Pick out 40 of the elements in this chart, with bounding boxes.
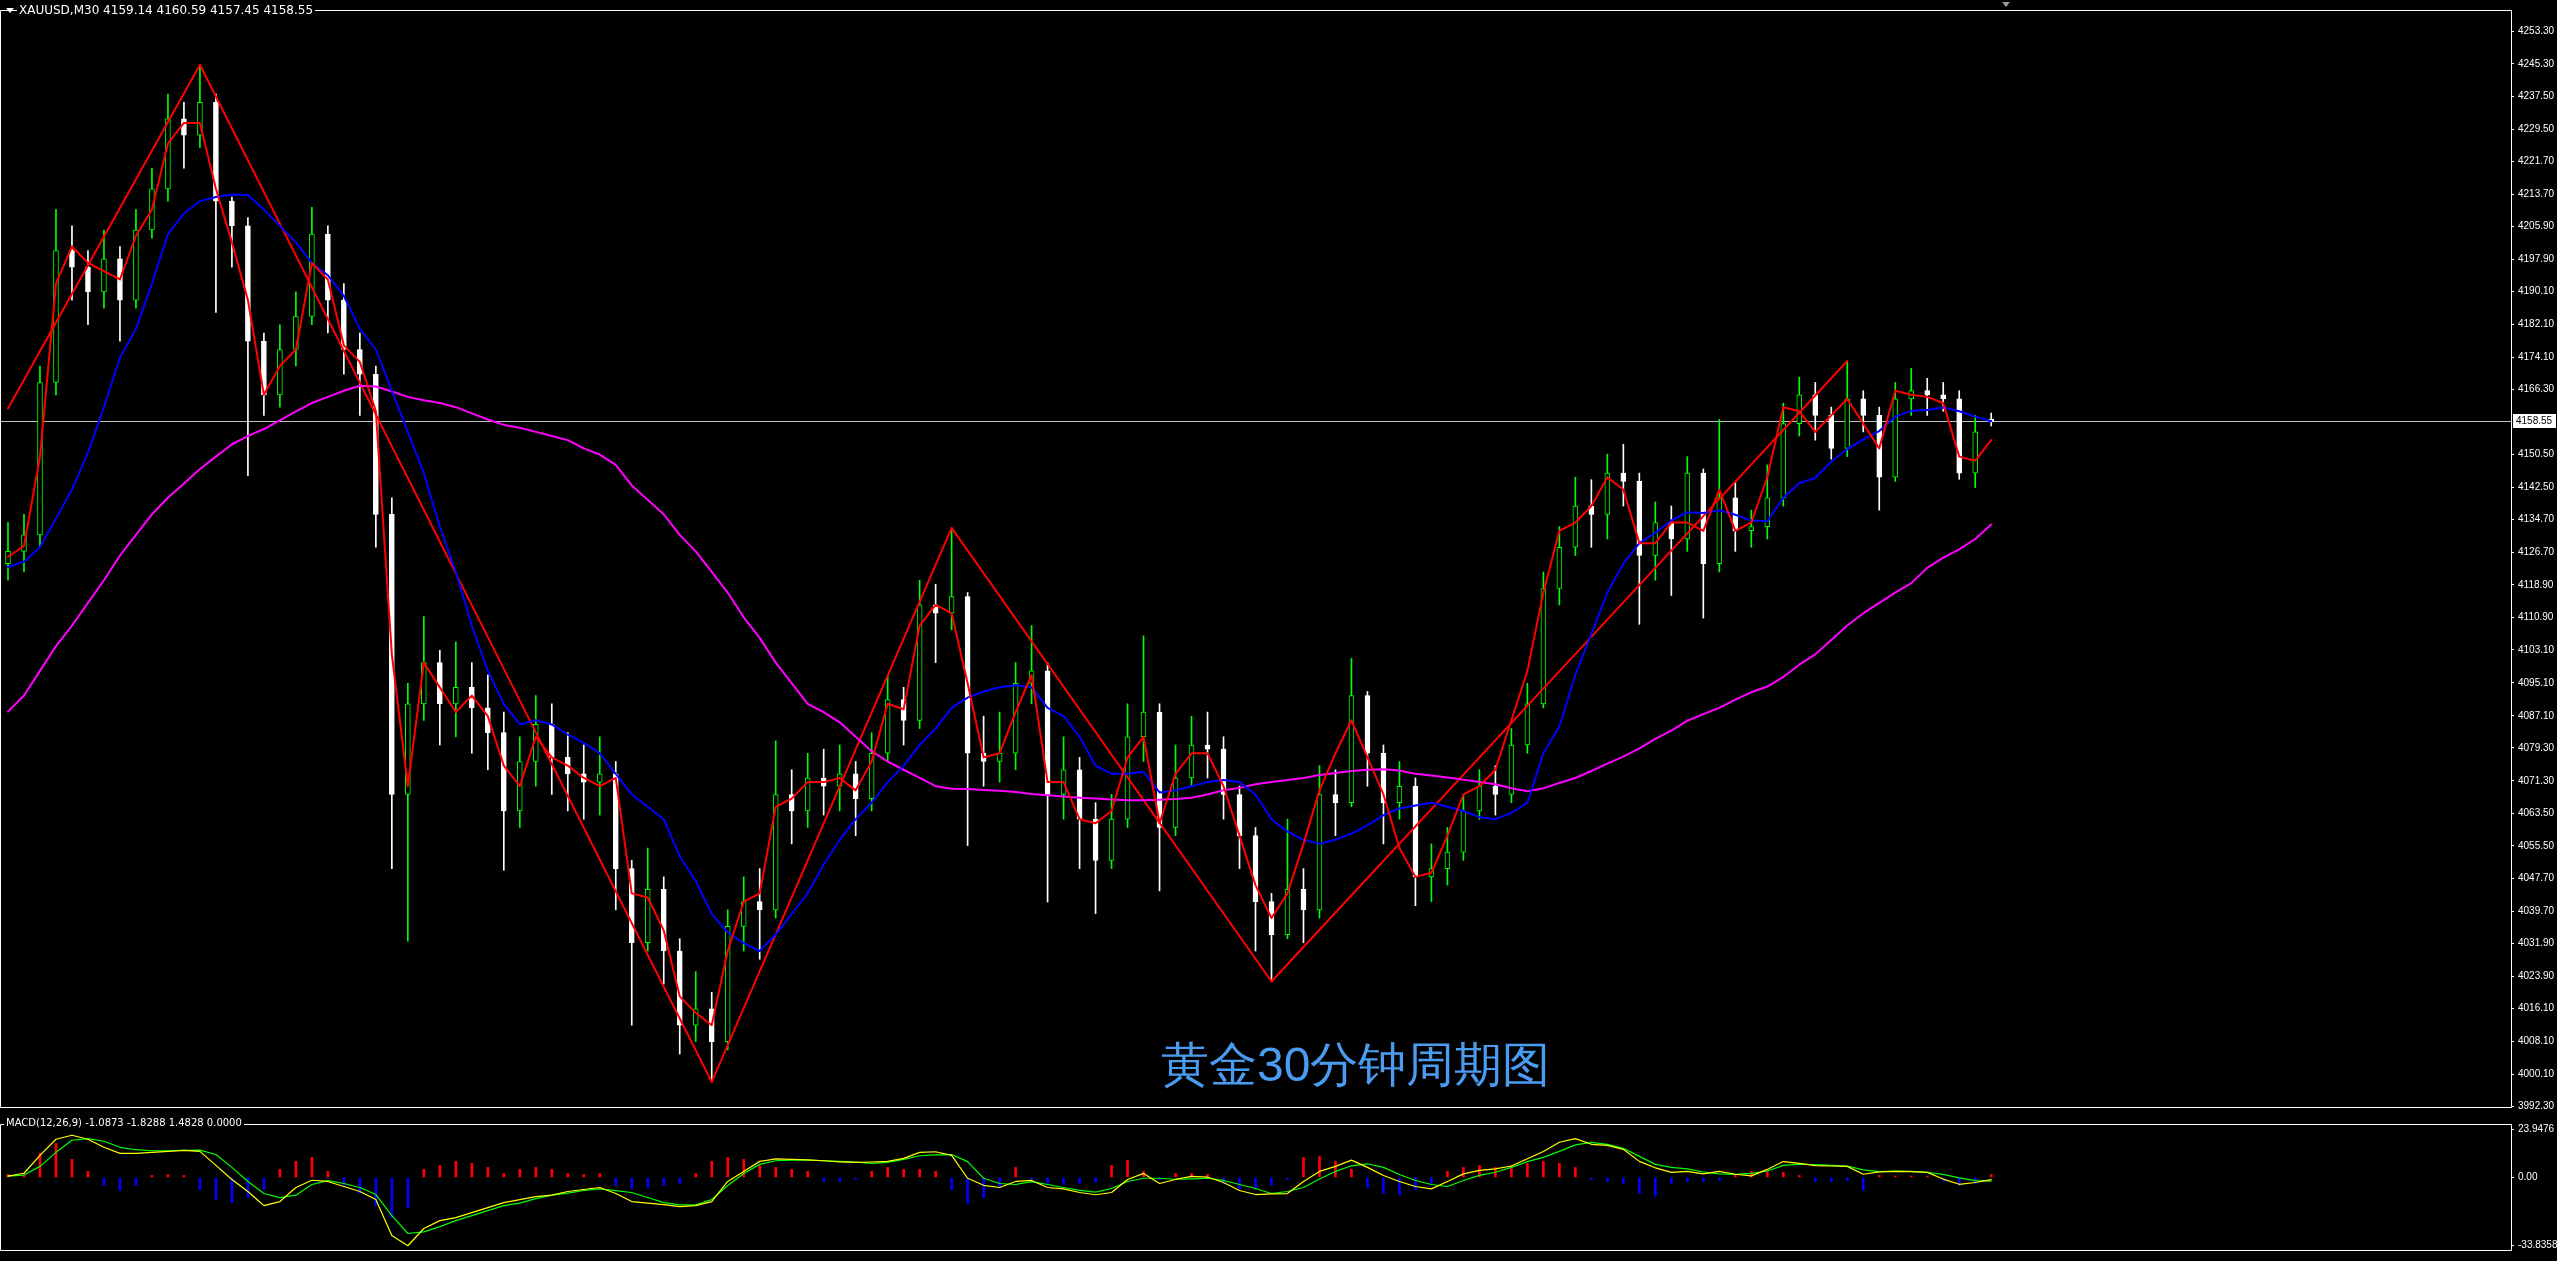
- y-tick-label: 4039.70: [2518, 904, 2555, 916]
- y-tick-label: 4031.90: [2518, 936, 2555, 948]
- y-tick-label: 4221.70: [2518, 154, 2555, 166]
- y-tick-label: 4016.10: [2518, 1002, 2555, 1014]
- y-tick-label: 4229.50: [2518, 122, 2555, 134]
- y-tick-label: 4118.90: [2518, 578, 2554, 590]
- y-tick-label: 3992.30: [2518, 1100, 2555, 1112]
- y-tick-label: 4087.10: [2518, 709, 2555, 721]
- y-tick-label: 4205.90: [2518, 220, 2555, 232]
- y-tick-label: 4237.50: [2518, 89, 2555, 101]
- y-tick-label: 4150.50: [2518, 448, 2555, 460]
- y-tick-label: 4253.30: [2518, 24, 2555, 36]
- y-tick-label: 0.00: [2518, 1171, 2538, 1183]
- y-tick-label: 4008.10: [2518, 1035, 2555, 1046]
- y-tick-label: 4071.30: [2518, 774, 2555, 786]
- y-tick-label: 4174.10: [2518, 351, 2555, 363]
- y-tick-label: 4190.10: [2518, 285, 2555, 297]
- y-tick-label: 4000.10: [2518, 1067, 2555, 1079]
- y-tick-label: -33.8358: [2518, 1239, 2557, 1251]
- y-tick-label: 23.9476: [2518, 1123, 2555, 1135]
- y-tick-label: 4245.30: [2518, 57, 2555, 69]
- ref-line-label: 4158.55: [2516, 415, 2553, 427]
- y-tick-label: 4182.10: [2518, 318, 2555, 330]
- chart-title: XAUUSD,M30 4159.14 4160.59 4157.45 4158.55: [17, 3, 316, 17]
- chart-title: MACD(12,26,9) -1.0873 -1.8288 1.4828 0.0000: [4, 1117, 244, 1128]
- y-tick-label: 4213.70: [2518, 187, 2555, 199]
- y-tick-label: 4110.90: [2518, 611, 2554, 623]
- y-tick-label: 4126.70: [2518, 546, 2555, 558]
- y-tick-label: 4047.70: [2518, 871, 2555, 883]
- y-tick-label: 4166.30: [2518, 383, 2555, 395]
- y-tick-label: 4142.50: [2518, 481, 2555, 493]
- y-tick-label: 4055.50: [2518, 839, 2555, 851]
- y-tick-label: 4103.10: [2518, 643, 2555, 655]
- y-tick-label: 4095.10: [2518, 676, 2555, 688]
- y-tick-label: 4063.50: [2518, 806, 2555, 818]
- y-tick-label: 4134.70: [2518, 513, 2555, 525]
- y-tick-label: 4079.30: [2518, 741, 2555, 753]
- y-tick-label: 4023.90: [2518, 969, 2555, 981]
- annotation: 黄金30分钟周期图: [1161, 1037, 1551, 1093]
- y-tick-label: 4197.90: [2518, 253, 2555, 265]
